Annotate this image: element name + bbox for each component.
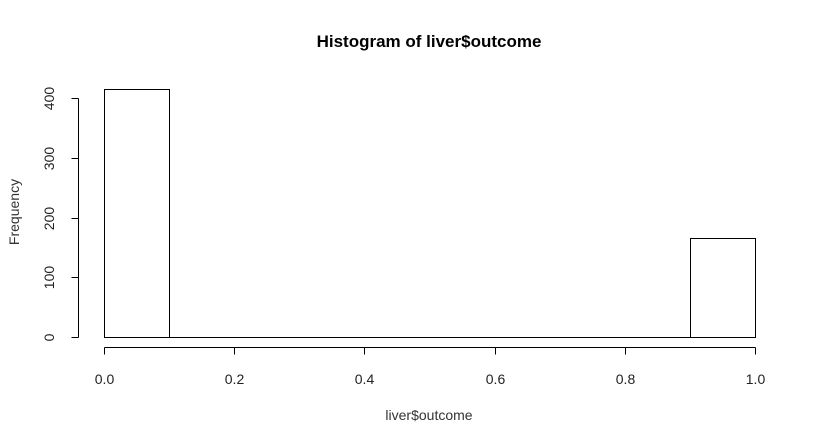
- x-tick-label: 1.0: [746, 371, 766, 387]
- y-axis-label: Frequency: [6, 179, 22, 245]
- y-tick-label: 300: [41, 147, 57, 171]
- y-tick-label: 400: [41, 87, 57, 111]
- y-tick-label: 0: [41, 333, 57, 341]
- x-axis: 0.0 0.2 0.4 0.6 0.8 1.0: [95, 347, 766, 387]
- y-tick-label: 200: [41, 207, 57, 231]
- histogram-bar: [104, 89, 170, 338]
- x-tick-label: 0.8: [616, 371, 636, 387]
- x-tick-label: 0.4: [355, 371, 375, 387]
- y-tick-label: 100: [41, 266, 57, 290]
- chart-title: Histogram of liver$outcome: [317, 32, 542, 51]
- histogram-bar: [690, 238, 756, 338]
- x-tick-label: 0.6: [486, 371, 506, 387]
- y-axis: 0 100 200 300 400: [41, 87, 79, 341]
- x-axis-label: liver$outcome: [385, 407, 472, 423]
- x-tick-label: 0.0: [95, 371, 115, 387]
- histogram-bars: [104, 89, 756, 338]
- x-tick-label: 0.2: [225, 371, 245, 387]
